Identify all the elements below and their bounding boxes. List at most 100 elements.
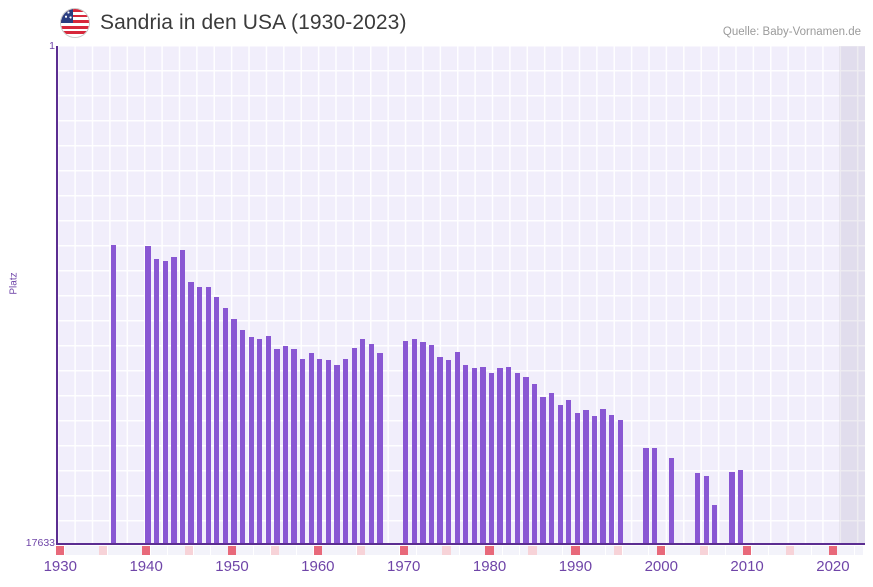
y-axis-title: Platz bbox=[8, 272, 20, 295]
chart-bar bbox=[514, 373, 520, 543]
x-axis-tick-mark bbox=[416, 546, 425, 555]
chart-plot-area bbox=[56, 46, 865, 545]
x-axis-tick-mark bbox=[562, 546, 571, 555]
chart-bar bbox=[463, 364, 469, 543]
chart-bar bbox=[334, 364, 340, 543]
x-axis-tick-mark bbox=[322, 546, 331, 555]
chart-bar bbox=[557, 405, 563, 543]
x-axis-tick-mark bbox=[828, 546, 838, 555]
chart-bar bbox=[703, 476, 709, 543]
x-axis-tick-mark bbox=[141, 546, 151, 555]
chart-bar bbox=[111, 245, 117, 543]
y-axis-tick-top: 1 bbox=[49, 40, 55, 52]
chart-bar bbox=[488, 373, 495, 543]
chart-bar bbox=[643, 447, 649, 543]
chart-bar bbox=[454, 352, 460, 543]
x-axis-tick-mark bbox=[631, 546, 640, 555]
x-axis-tick-mark bbox=[545, 546, 554, 555]
x-axis-tick-mark bbox=[245, 546, 254, 555]
x-axis-tick-mark bbox=[528, 546, 537, 555]
chart-bar bbox=[609, 414, 615, 543]
x-axis-tick-mark bbox=[159, 546, 168, 555]
chart-bar bbox=[437, 356, 443, 543]
x-axis-tick-mark bbox=[90, 546, 99, 555]
x-axis-tick-mark bbox=[742, 546, 752, 555]
x-axis-tick-mark bbox=[665, 546, 674, 555]
chart-bar bbox=[523, 377, 529, 543]
chart-bar bbox=[154, 259, 160, 543]
chart-bar bbox=[428, 345, 435, 543]
x-axis-tick-mark bbox=[597, 546, 606, 555]
x-axis-tick-label: 1980 bbox=[472, 558, 507, 575]
x-axis-tick-mark bbox=[202, 546, 211, 555]
chart-bar bbox=[360, 339, 366, 543]
x-axis-tick-mark bbox=[408, 546, 417, 555]
x-axis-tick-mark bbox=[622, 546, 632, 555]
chart-header: Sandria in den USA (1930-2023) Quelle: B… bbox=[0, 0, 873, 46]
chart-bar bbox=[248, 336, 254, 543]
x-axis-tick-mark bbox=[339, 546, 348, 555]
forecast-shaded-region bbox=[839, 46, 865, 543]
chart-bar bbox=[145, 246, 151, 543]
flag-canton bbox=[61, 9, 73, 23]
chart-bar bbox=[308, 353, 314, 543]
x-axis-tick-mark bbox=[133, 546, 142, 555]
chart-bar bbox=[342, 358, 349, 543]
chart-bar bbox=[351, 347, 357, 543]
page-title: Sandria in den USA (1930-2023) bbox=[100, 11, 407, 34]
x-axis-tick-mark bbox=[614, 546, 623, 555]
chart-bar bbox=[411, 339, 417, 543]
chart-bar bbox=[274, 349, 280, 543]
chart-bar bbox=[257, 339, 263, 543]
chart-bar bbox=[652, 447, 658, 543]
chart-bar bbox=[583, 410, 589, 543]
chart-bar bbox=[497, 367, 503, 543]
chart-bar bbox=[179, 249, 186, 543]
chart-bar bbox=[325, 360, 332, 543]
x-axis-tick-mark bbox=[502, 546, 511, 555]
chart-bar bbox=[196, 287, 203, 543]
x-axis-tick-mark bbox=[313, 546, 322, 555]
chart-bar bbox=[712, 504, 718, 543]
x-axis-tick-mark bbox=[760, 546, 769, 555]
x-axis-tick-mark bbox=[588, 546, 597, 555]
x-axis-tick-label: 2010 bbox=[730, 558, 764, 575]
x-axis-tick-label: 1970 bbox=[387, 558, 421, 575]
x-axis-tick-mark bbox=[64, 546, 74, 555]
us-flag-icon bbox=[60, 8, 90, 38]
x-axis-tick-mark bbox=[803, 546, 812, 555]
x-axis-tick-mark bbox=[270, 546, 280, 555]
x-axis-tick-label: 1950 bbox=[215, 558, 249, 575]
chart-bar bbox=[574, 412, 581, 543]
chart-bar bbox=[282, 346, 289, 543]
chart-bar bbox=[214, 296, 220, 543]
x-axis-tick-mark bbox=[734, 546, 743, 555]
x-axis-tick-mark bbox=[124, 546, 134, 555]
x-axis-tick-mark bbox=[73, 546, 82, 555]
x-axis-tick-mark bbox=[794, 546, 803, 555]
x-axis-tick-mark bbox=[468, 546, 477, 555]
chart-bar bbox=[171, 257, 177, 543]
x-axis-tick-mark bbox=[579, 546, 589, 555]
x-axis-tick-mark bbox=[777, 546, 786, 555]
x-axis-tick-mark bbox=[210, 546, 219, 555]
x-axis-tick-label: 1990 bbox=[558, 558, 593, 575]
x-axis-tick-mark bbox=[571, 546, 580, 555]
x-axis-tick-mark bbox=[348, 546, 357, 555]
x-axis-tick-mark bbox=[674, 546, 683, 555]
x-axis-tick-mark bbox=[390, 546, 400, 555]
x-axis-tick-mark bbox=[459, 546, 468, 555]
chart-bar bbox=[591, 415, 598, 543]
x-axis-tick-mark bbox=[700, 546, 709, 555]
chart-bar bbox=[300, 358, 306, 543]
chart-bar bbox=[231, 318, 237, 543]
x-axis-tick-mark bbox=[725, 546, 735, 555]
x-axis-tick-label: 1960 bbox=[301, 558, 335, 575]
x-axis-tick-mark bbox=[845, 546, 855, 555]
x-axis-tick-mark bbox=[227, 546, 237, 555]
x-axis-tick-mark bbox=[399, 546, 408, 555]
x-axis-tick-mark bbox=[150, 546, 159, 555]
x-axis-tick-mark bbox=[330, 546, 340, 555]
x-axis-tick-mark bbox=[262, 546, 271, 555]
